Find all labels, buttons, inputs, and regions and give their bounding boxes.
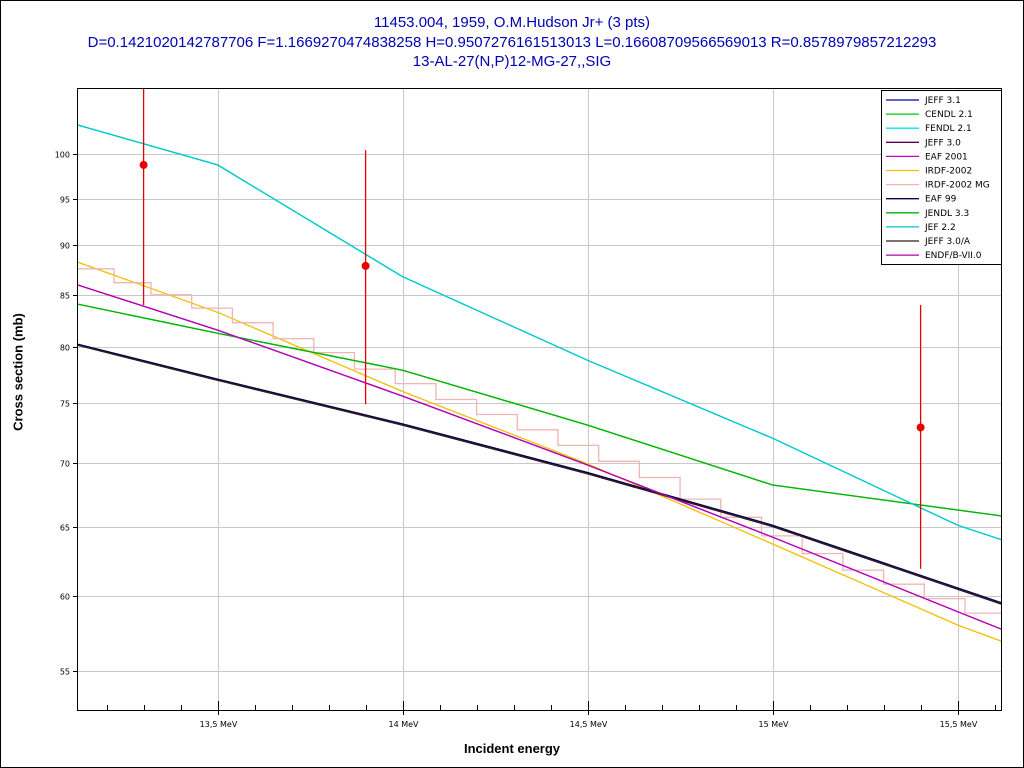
legend-entry: FENDL 2.1 xyxy=(925,124,972,134)
plot-border xyxy=(77,88,1002,711)
grid xyxy=(77,88,1002,711)
data-point xyxy=(361,261,370,270)
series-line xyxy=(77,124,1002,541)
legend-entry: IRDF-2002 MG xyxy=(925,181,990,191)
x-tick-label: 13,5 MeV xyxy=(200,720,238,729)
y-tick-label: 90 xyxy=(60,242,70,251)
x-tick-label: 15 MeV xyxy=(758,720,789,729)
plot-area xyxy=(77,88,1002,711)
legend-entry: JEFF 3.1 xyxy=(924,96,961,106)
chart-reaction: 13-AL-27(N,P)12-MG-27,,SIG xyxy=(412,53,612,70)
legend-entry: JEF 2.2 xyxy=(924,223,956,233)
y-tick-label: 75 xyxy=(60,400,70,409)
legend: JEFF 3.1 CENDL 2.1 FENDL 2.1 JEFF 3.0 EAF 20… xyxy=(881,90,1002,265)
legend-entry: JEFF 3.0/A xyxy=(924,237,971,247)
legend-entry: ENDF/B-VII.0 xyxy=(925,251,982,261)
series-line xyxy=(77,344,1002,605)
y-tick-label: 85 xyxy=(60,292,70,301)
legend-box xyxy=(881,90,1002,265)
y-tick-label: 80 xyxy=(60,344,70,353)
y-tick-label: 60 xyxy=(60,593,70,602)
x-tick-label: 15,5 MeV xyxy=(940,720,978,729)
legend-entry: JEFF 3.0 xyxy=(924,138,961,148)
legend-entry: IRDF-2002 xyxy=(925,167,972,177)
series-line xyxy=(77,343,1002,604)
data-point xyxy=(139,160,148,169)
series-line xyxy=(77,284,1002,631)
y-tick-label: 55 xyxy=(60,668,70,677)
y-tick-label: 100 xyxy=(55,151,70,160)
y-tick-label: 65 xyxy=(60,524,70,533)
x-axis-label: Incident energy xyxy=(463,741,561,756)
y-tick-label: 70 xyxy=(60,460,70,469)
y-tick-label: 95 xyxy=(60,196,70,205)
legend-entry: JENDL 3.3 xyxy=(924,209,969,219)
data-point xyxy=(916,423,925,432)
series-line xyxy=(77,303,1002,517)
series-line xyxy=(77,268,1002,614)
x-tick-label: 14,5 MeV xyxy=(570,720,608,729)
legend-entry: EAF 2001 xyxy=(925,152,968,162)
series-group xyxy=(77,88,1002,643)
legend-entry: EAF 99 xyxy=(925,195,957,205)
series-line xyxy=(77,261,1002,643)
chart-subtitle: D=0.1421020142787706 F=1.166927047483825… xyxy=(87,34,937,51)
legend-entry: CENDL 2.1 xyxy=(925,110,973,120)
x-tick-label: 14 MeV xyxy=(388,720,419,729)
chart-title: 11453.004, 1959, O.M.Hudson Jr+ (3 pts) xyxy=(373,14,651,31)
